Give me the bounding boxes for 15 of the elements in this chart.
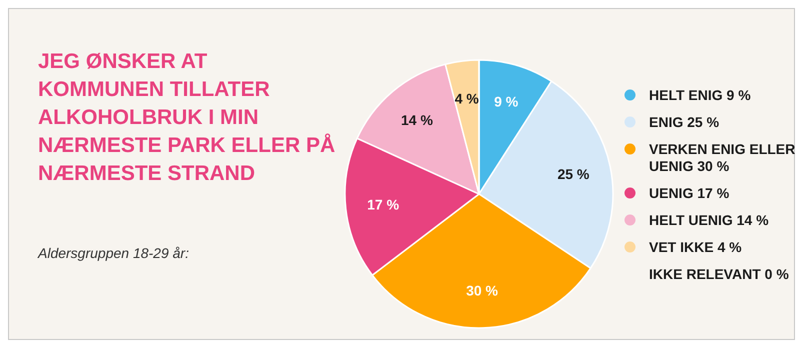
category-label: IKKE RELEVANT 0 % (649, 266, 789, 282)
data-label: 4 % (454, 90, 480, 106)
data-label: 30 % (466, 282, 499, 298)
legend-label: VERKEN ENIG ELLER UENIG 30 % (649, 141, 796, 174)
data-label: 25 % (557, 166, 590, 182)
data-label: 14 % (401, 112, 434, 128)
legend-label: HELT ENIG 9 % (649, 87, 752, 103)
text: JEG ØNSKER AT KOMMUNEN TILLATER ALKOHOLBRUK I MIN NÆRMESTE PARK ELLER PÅ NÆRMESTE STRAND (38, 50, 336, 185)
legend-label: HELT UENIG 14 % (649, 212, 770, 228)
legend-label: UENIG 17 % (649, 185, 730, 201)
legend-label: VET IKKE 4 % (649, 239, 742, 255)
data-label: 17 % (367, 196, 400, 213)
text: Aldersgruppen 18-29 år: (37, 245, 190, 261)
data-label: 9 % (494, 93, 519, 110)
legend-label: ENIG 25 % (649, 114, 720, 130)
